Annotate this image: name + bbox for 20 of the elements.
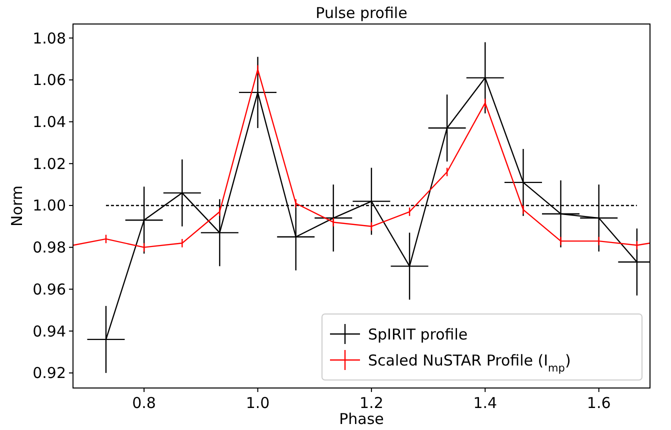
y-tick-label: 1.02	[32, 154, 66, 173]
y-tick-label: 1.08	[32, 29, 66, 48]
y-tick-label: 1.00	[32, 196, 66, 215]
legend-label: Scaled NuSTAR Profile (I$_{mp}$)	[368, 351, 571, 374]
y-tick-label: 1.04	[32, 113, 66, 131]
y-tick-label: 0.98	[32, 238, 66, 257]
legend-label: SpIRIT profile	[368, 325, 468, 344]
y-axis-title: Norm	[8, 186, 26, 226]
y-tick-label: 0.94	[32, 322, 66, 340]
x-axis-title: Phase	[339, 410, 384, 428]
line-series	[73, 68, 650, 248]
x-tick-label: 1.6	[586, 394, 611, 412]
y-tick-label: 0.96	[32, 280, 66, 298]
chart-title: Pulse profile	[316, 4, 408, 22]
x-tick-label: 0.8	[132, 394, 156, 412]
x-tick-label: 1.4	[473, 394, 498, 412]
y-tick-label: 1.06	[32, 71, 66, 90]
y-tick-label: 0.92	[32, 364, 66, 382]
x-tick-label: 1.0	[246, 394, 270, 412]
x-tick-label: 1.2	[360, 394, 384, 412]
